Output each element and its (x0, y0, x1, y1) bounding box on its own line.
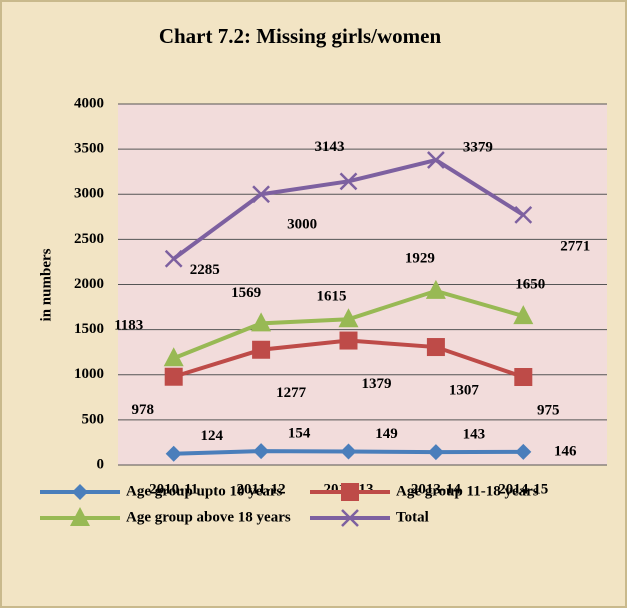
legend-label: Age group above 18 years (126, 509, 291, 525)
marker (341, 509, 359, 527)
data-label: 3143 (315, 139, 345, 155)
x-tick-label: 2010-11 (149, 481, 198, 497)
marker (340, 443, 357, 460)
y-tick-label: 2500 (74, 231, 104, 247)
marker (163, 347, 184, 367)
y-tick-label: 1500 (74, 321, 104, 337)
marker (165, 445, 182, 462)
data-label: 978 (131, 402, 154, 418)
data-label: 149 (375, 426, 398, 442)
marker (514, 368, 533, 387)
marker (253, 443, 270, 460)
data-label: 1569 (231, 285, 261, 301)
legend-label: Age group 11-18 years (396, 483, 539, 499)
data-label: 2771 (560, 238, 590, 254)
chart-title: Chart 7.2: Missing girls/women (159, 24, 442, 48)
marker (70, 507, 90, 526)
marker (427, 151, 445, 169)
data-label: 1615 (317, 289, 347, 305)
legend-label: Age group upto 10 years (126, 483, 283, 499)
marker (164, 249, 183, 268)
marker (341, 483, 359, 501)
data-label: 154 (288, 426, 311, 442)
marker (427, 444, 444, 461)
marker (252, 185, 270, 204)
data-label: 1183 (114, 318, 143, 334)
marker (513, 305, 534, 325)
marker (339, 172, 358, 191)
marker (515, 443, 532, 460)
data-label: 1650 (515, 277, 545, 293)
marker (339, 331, 358, 350)
y-tick-label: 0 (97, 456, 105, 472)
y-tick-label: 1000 (74, 366, 104, 382)
data-label: 1929 (405, 250, 435, 266)
x-tick-label: 2013-14 (411, 481, 461, 497)
marker (252, 340, 271, 359)
data-label: 143 (463, 427, 486, 443)
y-axis-label: in numbers (38, 248, 54, 321)
data-label: 1307 (449, 382, 480, 398)
data-label: 1379 (362, 376, 392, 392)
x-tick-label: 2011-12 (237, 481, 286, 497)
y-tick-label: 2000 (74, 276, 104, 292)
y-tick-label: 3500 (74, 141, 104, 157)
y-tick-label: 500 (82, 411, 105, 427)
y-tick-label: 3000 (74, 186, 104, 202)
data-label: 975 (537, 402, 560, 418)
legend-label: Total (396, 509, 429, 525)
data-label: 3379 (463, 139, 493, 155)
data-label: 124 (200, 428, 223, 444)
data-label: 2285 (190, 262, 220, 278)
data-label: 3000 (287, 217, 317, 233)
data-label: 146 (554, 443, 577, 459)
marker (425, 279, 446, 299)
marker (514, 206, 533, 224)
marker (164, 367, 183, 386)
marker (72, 484, 88, 500)
y-tick-label: 4000 (74, 95, 104, 111)
marker (338, 308, 359, 328)
data-label: 1277 (276, 385, 307, 401)
marker (251, 312, 272, 332)
marker (426, 338, 445, 357)
x-tick-label: 2014-15 (498, 481, 548, 497)
